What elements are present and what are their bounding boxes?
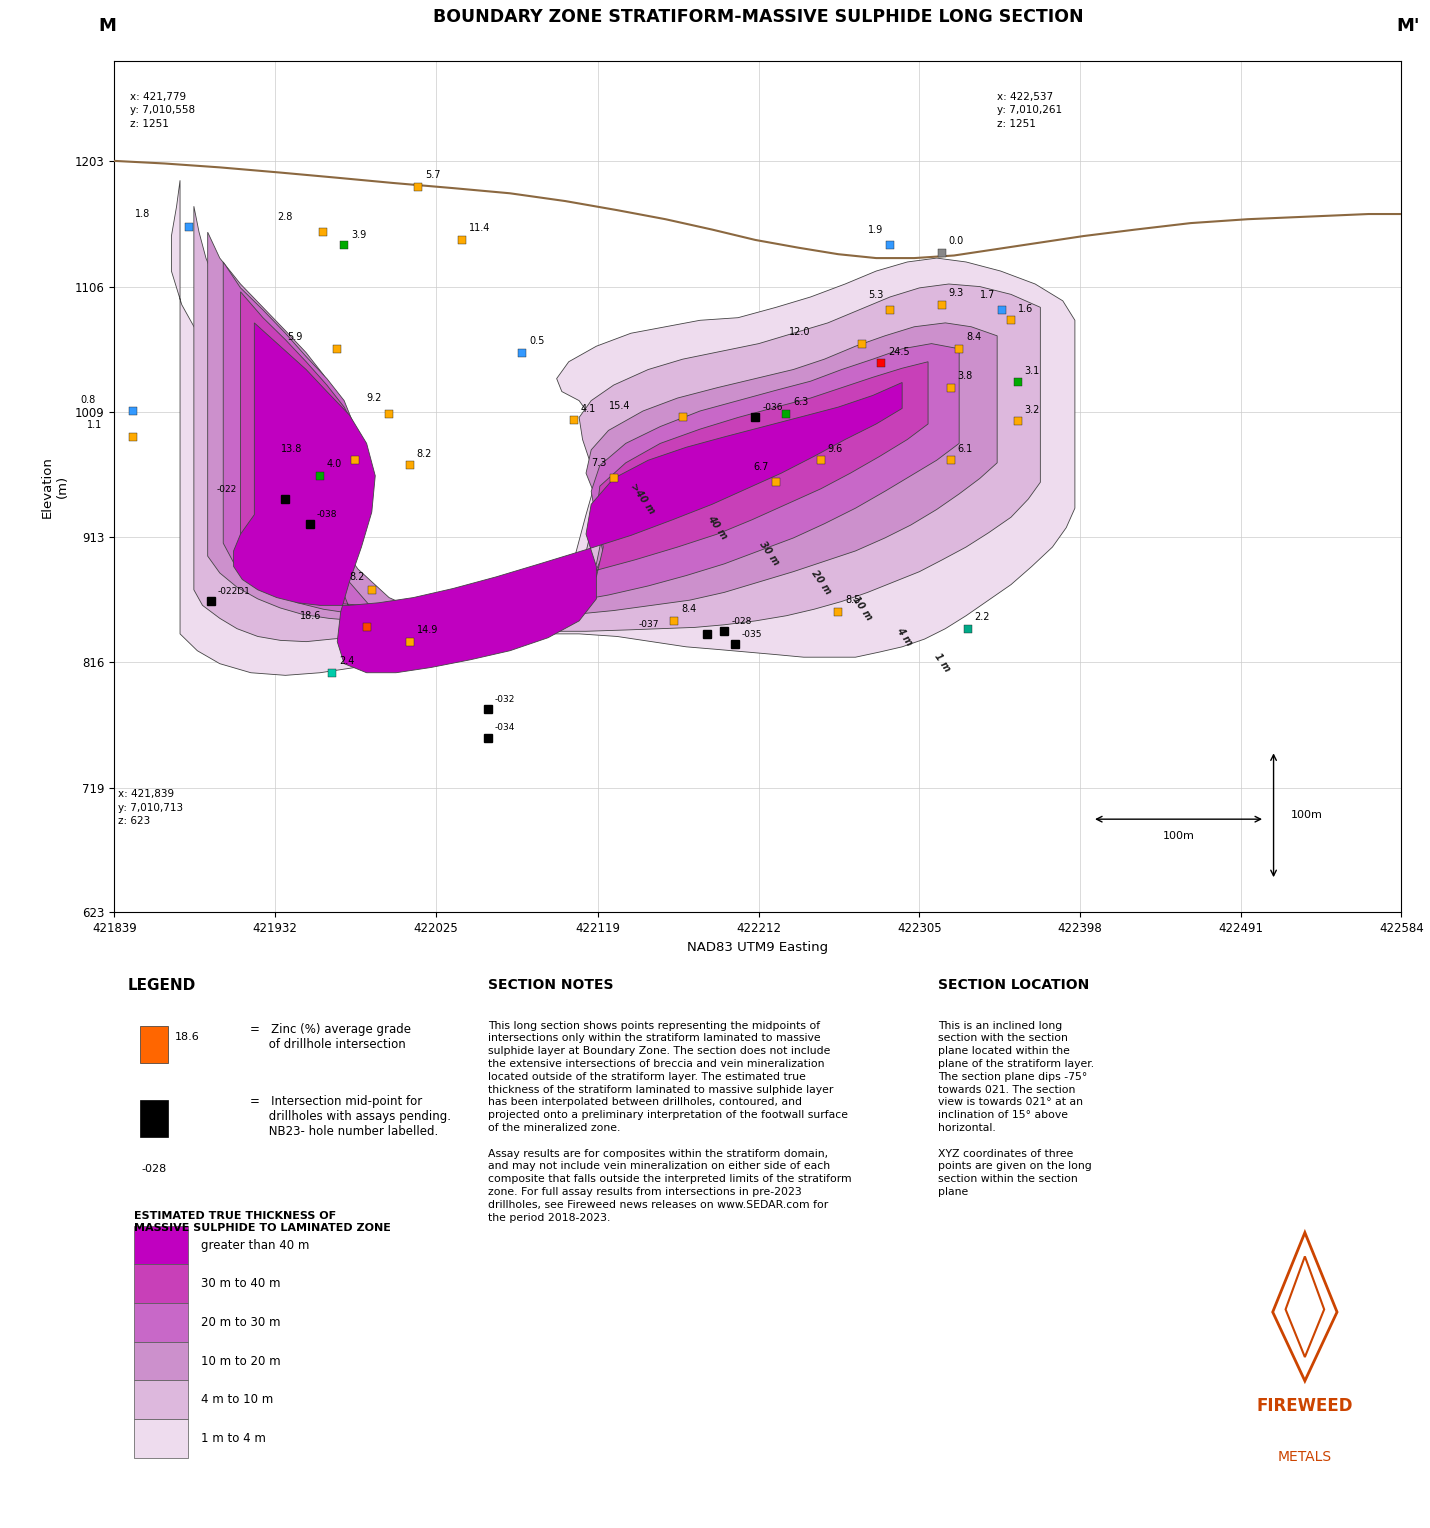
Text: -034: -034 — [495, 723, 515, 732]
Text: 12.0: 12.0 — [789, 327, 811, 338]
Text: 1.7: 1.7 — [980, 289, 995, 299]
Text: 10 m to 20 m: 10 m to 20 m — [200, 1354, 280, 1368]
Text: 9.2: 9.2 — [366, 393, 382, 403]
Text: >40 m: >40 m — [629, 481, 658, 516]
Text: =   Intersection mid-point for
     drillholes with assays pending.
     NB23- h: = Intersection mid-point for drillholes … — [249, 1094, 450, 1137]
Text: 6.3: 6.3 — [794, 397, 808, 406]
Bar — [134, 1225, 187, 1264]
Text: 30 m to 40 m: 30 m to 40 m — [200, 1277, 280, 1290]
Text: 2.8: 2.8 — [277, 212, 292, 222]
Text: 2.4: 2.4 — [339, 656, 355, 666]
Y-axis label: Elevation
(m): Elevation (m) — [41, 455, 69, 518]
Text: 14.9: 14.9 — [416, 625, 438, 636]
Polygon shape — [223, 261, 960, 625]
Text: -028: -028 — [731, 617, 752, 626]
Text: 3.9: 3.9 — [352, 229, 366, 240]
Text: M: M — [99, 17, 116, 35]
Text: x: 421,839
y: 7,010,713
z: 623: x: 421,839 y: 7,010,713 z: 623 — [117, 790, 183, 825]
Bar — [134, 1420, 187, 1458]
Text: 1 m: 1 m — [932, 651, 952, 674]
Bar — [134, 1342, 187, 1380]
Text: 1.9: 1.9 — [868, 225, 884, 235]
Text: 100m: 100m — [1163, 831, 1194, 840]
Text: -035: -035 — [742, 630, 762, 639]
X-axis label: NAD83 UTM9 Easting: NAD83 UTM9 Easting — [688, 941, 828, 953]
Text: -022: -022 — [217, 484, 237, 494]
Text: -028: -028 — [142, 1164, 167, 1174]
Text: FIREWEED: FIREWEED — [1257, 1397, 1353, 1415]
Text: This long section shows points representing the midpoints of
intersections only : This long section shows points represent… — [488, 1021, 851, 1222]
Bar — [134, 1264, 187, 1303]
Text: 20 m to 30 m: 20 m to 30 m — [200, 1316, 280, 1329]
Text: 4 m to 10 m: 4 m to 10 m — [200, 1394, 273, 1406]
Polygon shape — [172, 180, 1075, 675]
Bar — [140, 1025, 169, 1063]
Text: 1.1: 1.1 — [87, 420, 103, 431]
Polygon shape — [194, 206, 1041, 642]
Text: greater than 40 m: greater than 40 m — [200, 1239, 309, 1251]
Polygon shape — [207, 232, 997, 622]
Text: METALS: METALS — [1278, 1450, 1331, 1464]
Text: 1 m to 4 m: 1 m to 4 m — [200, 1432, 266, 1445]
Polygon shape — [240, 292, 928, 628]
Text: 11.4: 11.4 — [469, 223, 490, 234]
Text: 0.8: 0.8 — [80, 394, 96, 405]
Text: -037: -037 — [638, 620, 659, 628]
Text: 30 m: 30 m — [758, 539, 781, 567]
Text: 9.6: 9.6 — [828, 443, 844, 454]
Text: 3.1: 3.1 — [1025, 367, 1040, 376]
Text: -036: -036 — [762, 403, 782, 413]
Text: 1.6: 1.6 — [1018, 304, 1032, 313]
Text: -038: -038 — [316, 509, 337, 518]
Bar — [134, 1303, 187, 1342]
Text: 24.5: 24.5 — [888, 347, 909, 356]
Text: 18.6: 18.6 — [174, 1031, 200, 1042]
Text: 2.2: 2.2 — [975, 613, 990, 622]
Bar — [134, 1380, 187, 1420]
Text: ESTIMATED TRUE THICKNESS OF
MASSIVE SULPHIDE TO LAMINATED ZONE: ESTIMATED TRUE THICKNESS OF MASSIVE SULP… — [134, 1212, 390, 1233]
Text: -022D1: -022D1 — [217, 587, 250, 596]
Text: x: 421,779
y: 7,010,558
z: 1251: x: 421,779 y: 7,010,558 z: 1251 — [130, 92, 194, 128]
Text: SECTION NOTES: SECTION NOTES — [488, 978, 613, 992]
Text: 4 m: 4 m — [894, 625, 914, 648]
Text: 5.7: 5.7 — [425, 170, 440, 180]
Text: 8.5: 8.5 — [845, 596, 861, 605]
Text: x: 422,537
y: 7,010,261
z: 1251: x: 422,537 y: 7,010,261 z: 1251 — [997, 92, 1062, 128]
Text: 1.8: 1.8 — [136, 209, 150, 219]
Bar — [140, 1100, 169, 1137]
Text: 8.2: 8.2 — [349, 571, 365, 582]
Text: 9.3: 9.3 — [948, 289, 964, 298]
Text: 6.7: 6.7 — [754, 461, 769, 472]
Text: 3.8: 3.8 — [958, 371, 972, 380]
Text: 15.4: 15.4 — [609, 400, 631, 411]
Text: 5.3: 5.3 — [868, 289, 884, 299]
Text: 100m: 100m — [1291, 810, 1323, 821]
Text: 8.4: 8.4 — [967, 332, 981, 342]
Text: 18.6: 18.6 — [300, 611, 322, 620]
Text: 8.2: 8.2 — [416, 449, 432, 458]
Text: 8.4: 8.4 — [681, 605, 696, 614]
Text: 6.1: 6.1 — [958, 443, 972, 454]
Text: 7.3: 7.3 — [592, 458, 606, 468]
Text: M': M' — [1397, 17, 1420, 35]
Title: BOUNDARY ZONE STRATIFORM-MASSIVE SULPHIDE LONG SECTION: BOUNDARY ZONE STRATIFORM-MASSIVE SULPHID… — [433, 8, 1083, 26]
Text: 3.2: 3.2 — [1025, 405, 1040, 416]
Text: This is an inclined long
section with the section
plane located within the
plane: This is an inclined long section with th… — [938, 1021, 1094, 1196]
Text: SECTION LOCATION: SECTION LOCATION — [938, 978, 1090, 992]
Text: 4.0: 4.0 — [327, 460, 342, 469]
Polygon shape — [233, 322, 902, 672]
Text: 0.5: 0.5 — [529, 336, 545, 347]
Text: 10 m: 10 m — [851, 594, 874, 622]
Text: =   Zinc (%) average grade
     of drillhole intersection: = Zinc (%) average grade of drillhole in… — [249, 1022, 410, 1051]
Text: 5.9: 5.9 — [287, 332, 303, 342]
Text: 0.0: 0.0 — [948, 237, 964, 246]
Text: -032: -032 — [495, 695, 515, 704]
Text: 13.8: 13.8 — [282, 443, 303, 454]
Text: 40 m: 40 m — [705, 513, 729, 541]
Text: LEGEND: LEGEND — [127, 978, 196, 993]
Text: 20 m: 20 m — [809, 568, 832, 596]
Text: 4.1: 4.1 — [581, 403, 596, 414]
